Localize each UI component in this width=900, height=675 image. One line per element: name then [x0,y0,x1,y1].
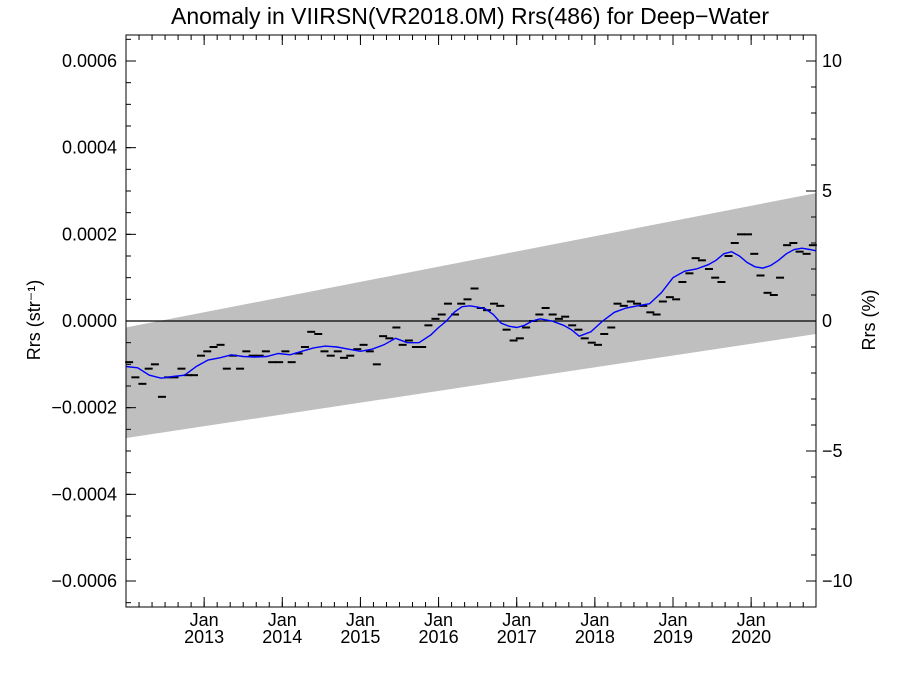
plot-band-layer [126,193,816,438]
x-tick-year-label: 2019 [653,627,693,647]
y-left-tick-label: −0.0002 [51,398,117,418]
x-tick-month-label: Jan [580,610,609,630]
trend-line-layer [125,247,817,379]
y-left-tick-label: 0.0004 [62,138,117,158]
x-tick-year-label: 2017 [497,627,537,647]
y-right-tick-label: −10 [822,571,853,591]
x-tick-year-label: 2015 [340,627,380,647]
x-tick-year-label: 2016 [419,627,459,647]
x-tick-month-label: Jan [502,610,531,630]
y-right-tick-label: −5 [822,441,843,461]
chart-title: Anomaly in VIIRSN(VR2018.0M) Rrs(486) fo… [171,3,769,29]
x-tick-month-label: Jan [424,610,453,630]
right-axis: 10 5 0 −5 −10 [806,51,853,591]
x-tick-year-label: 2013 [184,627,224,647]
y-left-tick-label: 0.0000 [62,311,117,331]
y-axis-left-label: Rrs (str⁻¹) [24,280,44,360]
x-tick-month-label: Jan [190,610,219,630]
y-right-tick-label: 0 [822,311,832,331]
y-right-tick-label: 5 [822,181,832,201]
x-tick-year-label: 2020 [731,627,771,647]
y-left-tick-label: −0.0006 [51,571,117,591]
x-tick-year-label: 2018 [575,627,615,647]
y-left-tick-label: 0.0002 [62,224,117,244]
x-tick-month-label: Jan [268,610,297,630]
y-left-tick-label: −0.0004 [51,484,117,504]
trend-line [125,247,817,379]
x-tick-month-label: Jan [737,610,766,630]
data-points-layer [125,233,817,398]
x-tick-month-label: Jan [658,610,687,630]
y-axis-right-label: Rrs (%) [859,290,879,351]
y-left-tick-label: 0.0006 [62,51,117,71]
x-tick-year-label: 2014 [262,627,302,647]
uncertainty-band [126,193,816,438]
y-right-tick-label: 10 [822,51,842,71]
left-axis: 0.0006 0.0004 0.0002 0.0000 −0.0002 −0.0004 −0… [51,38,136,604]
x-axis: Jan2013Jan2014Jan2015Jan2016Jan2017Jan20… [125,35,804,647]
x-tick-month-label: Jan [346,610,375,630]
